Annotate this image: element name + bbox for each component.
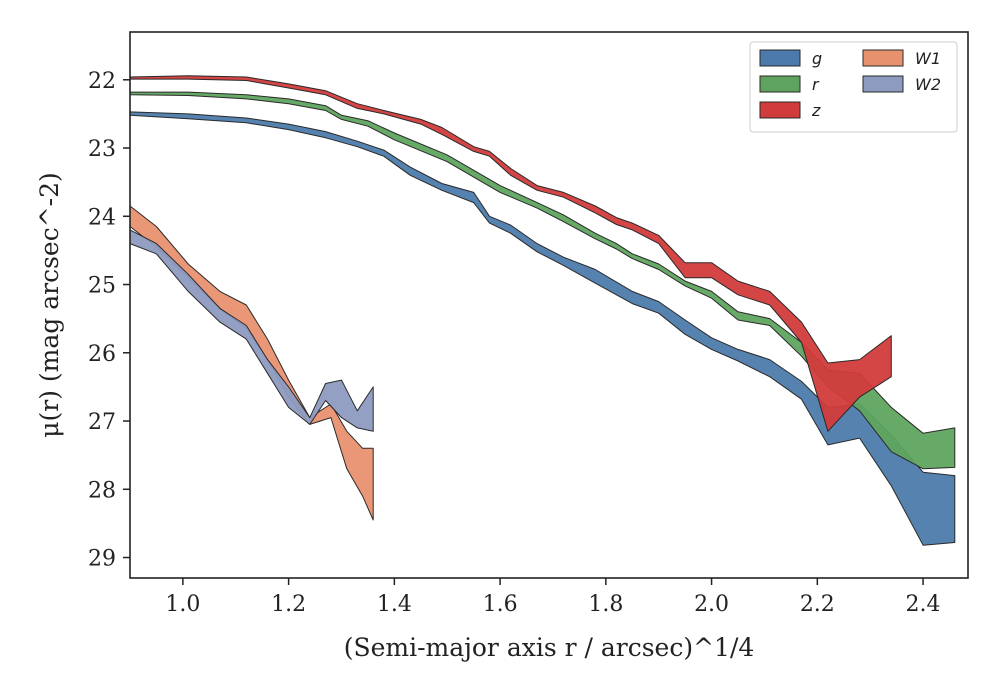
x-tick-label: 1.8 xyxy=(588,592,623,617)
legend-label-g: g xyxy=(812,49,822,68)
x-tick-label: 1.2 xyxy=(271,592,306,617)
x-tick-label: 2.4 xyxy=(906,592,941,617)
legend-swatch-z xyxy=(759,101,801,119)
y-tick-label: 29 xyxy=(88,547,116,572)
band-g xyxy=(129,111,956,546)
legend-label-r: r xyxy=(812,75,820,94)
legend-label-w2: W2 xyxy=(915,75,941,94)
band-r xyxy=(129,91,956,470)
band-z xyxy=(129,75,892,432)
legend-swatch-r xyxy=(759,75,801,93)
legend-swatch-g xyxy=(759,49,801,67)
x-tick-label: 2.0 xyxy=(694,592,729,617)
x-tick-label: 1.6 xyxy=(483,592,518,617)
y-tick-label: 25 xyxy=(88,274,116,299)
y-tick-label: 23 xyxy=(88,137,116,162)
x-tick-label: 1.4 xyxy=(377,592,412,617)
x-tick-label: 1.0 xyxy=(165,592,200,617)
y-tick-label: 22 xyxy=(88,69,116,94)
legend-swatch-w2 xyxy=(862,75,904,93)
series-bands xyxy=(129,75,956,546)
x-tick-label: 2.2 xyxy=(800,592,835,617)
legend-label-z: z xyxy=(811,101,821,120)
legend: grz W1 W2 xyxy=(749,41,958,133)
plot-frame xyxy=(129,31,969,579)
x-axis-label: (Semi-major axis r / arcsec)^1/4 xyxy=(344,633,755,662)
legend-box xyxy=(749,41,958,133)
y-tick-label: 28 xyxy=(88,478,116,503)
legend-label-w1: W1 xyxy=(915,49,941,68)
y-tick-label: 24 xyxy=(88,205,116,230)
band-w2 xyxy=(129,229,374,432)
y-tick-label: 27 xyxy=(88,410,116,435)
y-axis-label: μ(r) (mag arcsec^-2) xyxy=(35,172,64,438)
y-axis-ticks: 22 23 24 25 26 27 28 29 xyxy=(88,69,130,572)
y-tick-label: 26 xyxy=(88,342,116,367)
legend-swatch-w1 xyxy=(862,49,904,67)
x-axis-ticks: 1.0 1.2 1.4 1.6 1.8 2.0 2.2 2.4 xyxy=(165,578,941,617)
